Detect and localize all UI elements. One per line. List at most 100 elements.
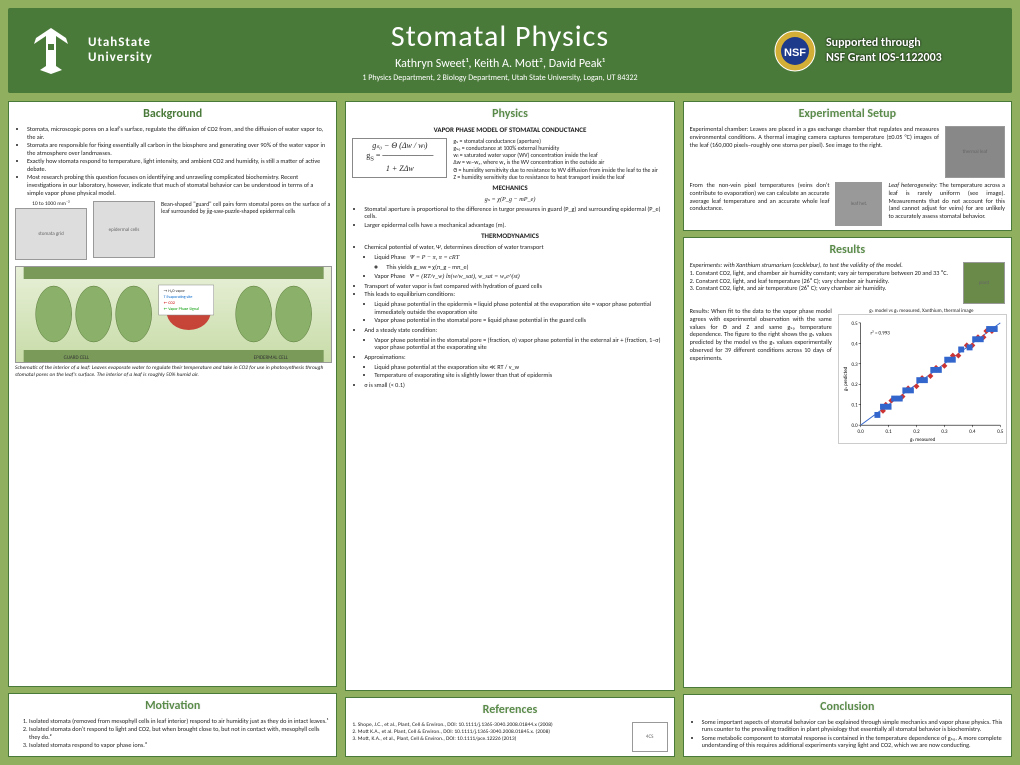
authors: Kathryn Sweet¹, Keith A. Mott², David Pe… [226, 57, 774, 71]
list-item: Z = humidity sensitivity due to resistan… [453, 174, 667, 181]
list-item: Some important aspects of stomatal behav… [702, 719, 1005, 735]
mechanics-bullets: Stomatal aperture is proportional to the… [352, 206, 667, 230]
list-item: Isolated stomata don't respond to light … [29, 726, 330, 742]
motivation-heading: Motivation [15, 699, 330, 714]
thermo-conditions: Transport of water vapor is fast compare… [352, 283, 667, 299]
svg-text:NSF: NSF [784, 47, 806, 59]
panel-conclusion: Conclusion Some important aspects of sto… [683, 694, 1012, 758]
svg-text:0.2: 0.2 [913, 429, 920, 435]
eqn-denominator: 1 + ZΔw [386, 164, 414, 173]
results-chart-block: gₛ model vs gₛ measured, Xanthium, therm… [838, 308, 1005, 447]
university-name-top: UtahState [88, 35, 151, 50]
svg-text:0.5: 0.5 [851, 321, 858, 327]
thermo-steady: And a steady state condition: [352, 327, 667, 335]
experimental-heading: Experimental Setup [690, 107, 1005, 122]
liq-label: Liquid Phase [374, 253, 406, 261]
svg-text:→ H₂O vapor: → H₂O vapor [164, 289, 186, 294]
conclusion-bullets: Some important aspects of stomatal behav… [690, 719, 1005, 751]
list-item: Vapor phase potential in the stomatal po… [374, 317, 667, 325]
svg-text:0.5: 0.5 [997, 429, 1004, 435]
exp-chamber-text: Experimental chamber: Leaves are placed … [690, 126, 939, 149]
cs-logo: 4CS [632, 722, 668, 752]
svg-text:0.0: 0.0 [857, 429, 864, 435]
svg-text:r² = 0.993: r² = 0.993 [870, 331, 890, 337]
results-main-row: Results: When fit to the data to the vap… [690, 308, 1005, 447]
col-mid: Physics VAPOR PHASE MODEL OF STOMATAL CO… [345, 101, 674, 757]
vap-eqn: Ψ = (RT/v_w) ln(w/w_sat), w_sat = w₀e^(s… [410, 273, 520, 280]
panel-background: Background Stomata, microscopic pores on… [8, 101, 337, 687]
list-item: Vapor phase potential in the stomatal po… [374, 337, 667, 353]
references-heading: References [352, 703, 667, 718]
thermo-steady-sub: Vapor phase potential in the stomatal po… [352, 337, 667, 353]
list-item: This yields g_sw = χ(π_g − mπ_e) [386, 264, 667, 272]
gs-definitions: gₛ = stomatal conductance (aperture) gₛ₀… [453, 138, 667, 181]
exp-temp-text: From the non-vein pixel temperatures (ve… [690, 182, 830, 213]
svg-text:T Evaporating site: T Evaporating site [164, 295, 193, 300]
thermal-image-2: leaf het. [835, 182, 882, 226]
liq-eqn: Ψ = P − π, π = cRT [410, 254, 459, 261]
cocklebur-image: plant [963, 262, 1005, 304]
list-item: 1. Shope, J.C., et al., Plant, Cell & En… [352, 722, 625, 729]
support-text: Supported through NSF Grant IOS-1122003 [826, 36, 942, 65]
liq-yield: This yields g_sw = χ(π_g − mπ_e) [386, 263, 468, 271]
university-name: UtahState University [88, 36, 153, 65]
list-item: Approximations: [364, 354, 667, 362]
list-item: Temperature of evaporating site is sligh… [374, 372, 667, 380]
list-item: This leads to equilibrium conditions: [364, 291, 667, 299]
col-right: Experimental Setup Experimental chamber:… [683, 101, 1012, 757]
panel-experimental: Experimental Setup Experimental chamber:… [683, 101, 1012, 231]
list-item: Chemical potential of water, Ψ, determin… [364, 244, 667, 252]
support-line1: Supported through [826, 36, 921, 50]
university-logo-block: UtahState University [26, 26, 226, 76]
affiliation: 1 Physics Department, 2 Biology Departme… [226, 73, 774, 83]
university-name-bot: University [88, 50, 153, 65]
mechanics-eqn: gₛ = χ(P_g − mP_e) [352, 196, 667, 204]
panel-physics: Physics VAPOR PHASE MODEL OF STOMATAL CO… [345, 101, 674, 691]
references-list: 1. Shope, J.C., et al., Plant, Cell & En… [352, 722, 625, 743]
list-item: 3. Mott, K.A., et al., Plant, Cell & Env… [352, 736, 625, 743]
background-bullets: Stomata, microscopic pores on a leaf's s… [15, 126, 330, 197]
results-heading: Results [690, 243, 1005, 258]
usu-logo-icon [26, 26, 76, 76]
list-item: Stomata, microscopic pores on a leaf's s… [27, 126, 330, 142]
micrograph-row: 10 to 1000 mm⁻² stomata grid epidermal c… [15, 201, 330, 260]
title-block: Stomatal Physics Kathryn Sweet¹, Keith A… [226, 18, 774, 83]
vapor-subhead: VAPOR PHASE MODEL OF STOMATAL CONDUCTANC… [352, 126, 667, 135]
svg-text:← Vapor Phase Signal: ← Vapor Phase Signal [164, 307, 199, 312]
svg-text:EPIDERMAL CELL: EPIDERMAL CELL [254, 355, 289, 361]
list-item: 2. Mott K.A., et al. Plant, Cell & Envir… [352, 729, 625, 736]
svg-text:GUARD CELL: GUARD CELL [64, 355, 90, 361]
svg-text:0.4: 0.4 [851, 342, 858, 348]
results-exp-text: Experiments: with Xanthium strumarium (c… [690, 262, 957, 293]
scale-label: 10 to 1000 mm⁻² [15, 201, 87, 208]
svg-text:0.2: 0.2 [851, 382, 858, 388]
results-exp-row: Experiments: with Xanthium strumarium (c… [690, 262, 1005, 304]
micrograph-block: 10 to 1000 mm⁻² stomata grid [15, 201, 87, 260]
svg-text:0.0: 0.0 [851, 423, 858, 429]
svg-text:0.1: 0.1 [885, 429, 892, 435]
thermo-subhead: THERMODYNAMICS [352, 232, 667, 241]
svg-text:gₛ measured: gₛ measured [910, 437, 936, 443]
list-item: Most research probing this question focu… [27, 174, 330, 197]
columns: Background Stomata, microscopic pores on… [8, 101, 1012, 757]
panel-references: References 1. Shope, J.C., et al., Plant… [345, 697, 674, 757]
results-chart: 0.00.10.20.30.40.50.00.10.20.30.40.5gₛ m… [838, 314, 1007, 444]
thermal-image-1: thermal leaf [945, 126, 1005, 178]
background-heading: Background [15, 107, 330, 122]
thermo-approx: Approximations: [352, 354, 667, 362]
support-block: NSF Supported through NSF Grant IOS-1122… [774, 30, 994, 72]
list-item: Larger epidermal cells have a mechanical… [364, 222, 667, 230]
main-equation: gₛ₀ − Θ (Δw / wₗ) gS = ───────── 1 + ZΔw [352, 138, 447, 178]
motivation-list: Isolated stomata (removed from mesophyll… [15, 718, 330, 750]
thermo-bullets: Chemical potential of water, Ψ, determin… [352, 244, 667, 252]
thermo-sigma: σ is small (< 0.1) [352, 382, 667, 390]
svg-text:0.1: 0.1 [851, 403, 858, 409]
panel-motivation: Motivation Isolated stomata (removed fro… [8, 693, 337, 757]
list-item: And a steady state condition: [364, 327, 667, 335]
svg-text:0.3: 0.3 [941, 429, 948, 435]
svg-text:0.4: 0.4 [969, 429, 976, 435]
col-left: Background Stomata, microscopic pores on… [8, 101, 337, 757]
schematic-caption: Schematic of the interior of a leaf: Lea… [15, 365, 330, 379]
leaf-schematic-image: GUARD CELL EPIDERMAL CELL → H₂O vapor T … [15, 266, 332, 363]
list-item: 3. Constant CO2, light, and air temperat… [690, 285, 957, 293]
